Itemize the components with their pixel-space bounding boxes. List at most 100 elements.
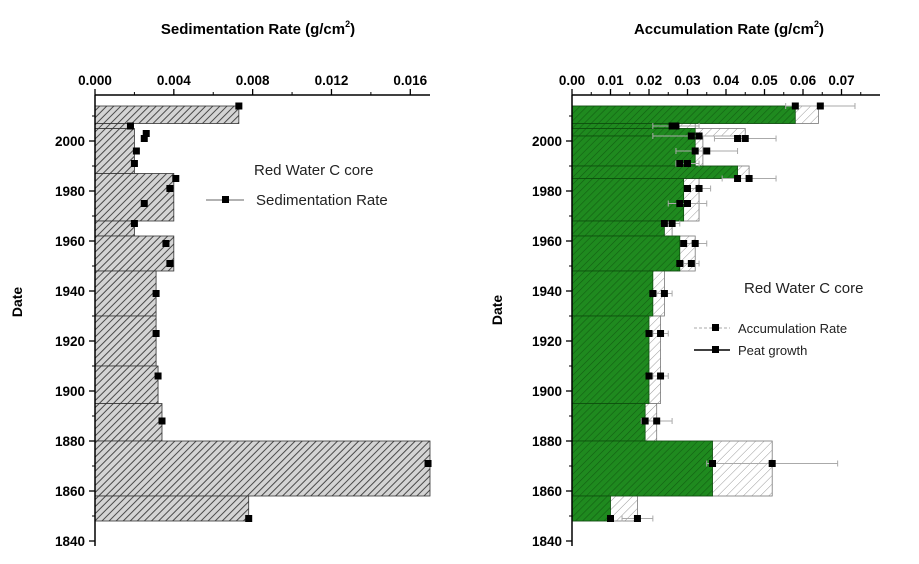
data-point-sedimentation-rate <box>162 240 170 247</box>
bar-sedimentation-rate <box>94 123 129 129</box>
bar-peat-growth <box>571 315 650 404</box>
data-point-accumulation-rate <box>687 260 695 267</box>
data-point-sedimentation-rate <box>152 330 160 337</box>
data-point-sedimentation-rate <box>424 460 432 467</box>
panel-sedimentation: Sedimentation Rate (g/cm2) Date 0.000 0.0… <box>9 19 432 549</box>
legend: Red Water C core Accumulation Rate Peat … <box>694 280 863 358</box>
y-tick-label: 1960 <box>55 234 85 249</box>
data-point-sedimentation-rate <box>132 147 140 155</box>
data-point-sedimentation-rate <box>140 135 148 142</box>
data-point-peat-growth <box>645 372 653 380</box>
x-tick-label: 0.03 <box>674 73 701 88</box>
legend-series-label: Accumulation Rate <box>738 321 847 336</box>
data-point-sedimentation-rate <box>130 220 138 227</box>
bar-peat-growth <box>571 440 713 497</box>
data-point-accumulation-rate <box>653 417 661 425</box>
bar-peat-growth <box>571 495 611 522</box>
data-point-peat-growth <box>676 260 684 267</box>
data-point-accumulation-rate <box>745 175 753 182</box>
data-point-accumulation-rate <box>695 132 703 140</box>
data-point-accumulation-rate <box>684 160 691 167</box>
x-tick-label: 0.008 <box>236 73 270 88</box>
y-tick-label: 1860 <box>55 484 85 499</box>
data-point-accumulation-rate <box>695 185 703 192</box>
data-point-sedimentation-rate <box>152 290 160 297</box>
x-tick-label: 0.07 <box>828 73 854 88</box>
x-tick-label: 0.000 <box>78 73 112 88</box>
data-point-accumulation-rate <box>660 290 668 297</box>
bar-sedimentation-rate <box>94 403 163 442</box>
y-tick-label: 1860 <box>532 484 562 499</box>
legend-title: Red Water C core <box>744 280 863 297</box>
bar-sedimentation-rate <box>94 495 250 522</box>
x-tick-label: 0.06 <box>790 73 817 88</box>
legend-marker <box>222 196 229 203</box>
data-point-accumulation-rate <box>703 147 711 155</box>
y-tick-label: 1900 <box>55 384 85 399</box>
data-point-peat-growth <box>607 515 614 522</box>
data-point-sedimentation-rate <box>140 200 148 207</box>
data-point-accumulation-rate <box>691 240 699 247</box>
legend-marker-peat <box>712 346 719 353</box>
data-point-sedimentation-rate <box>172 175 180 182</box>
chart-title: Accumulation Rate (g/cm2) <box>634 19 824 38</box>
bar-peat-growth <box>571 235 681 272</box>
data-point-peat-growth <box>734 175 742 182</box>
y-tick-label: 1980 <box>532 184 562 199</box>
legend-marker-accumulation <box>712 324 719 331</box>
data-point-sedimentation-rate <box>245 515 253 522</box>
y-tick-label: 1960 <box>532 234 562 249</box>
y-tick-label: 1980 <box>55 184 85 199</box>
legend-series-label: Sedimentation Rate <box>256 192 388 209</box>
bar-sedimentation-rate <box>94 365 159 404</box>
y-tick-label: 1920 <box>55 334 85 349</box>
bar-sedimentation-rate <box>94 173 175 222</box>
data-point-peat-growth <box>660 220 668 227</box>
data-point-peat-growth <box>791 102 799 110</box>
x-tick-label: 0.05 <box>751 73 778 88</box>
data-point-accumulation-rate <box>633 515 641 522</box>
y-tick-label: 2000 <box>532 134 562 149</box>
data-point-peat-growth <box>684 185 691 192</box>
bar-peat-growth <box>571 403 646 442</box>
y-axis-label: Date <box>9 287 25 318</box>
y-tick-label: 1900 <box>532 384 562 399</box>
bar-peat-growth <box>571 105 796 124</box>
data-point-peat-growth <box>676 200 684 207</box>
data-point-peat-growth <box>645 330 653 337</box>
data-point-accumulation-rate <box>684 200 691 207</box>
bar-peat-growth <box>571 128 696 137</box>
bar-sedimentation-rate <box>94 128 135 174</box>
y-tick-label: 1840 <box>55 534 85 549</box>
data-point-sedimentation-rate <box>235 102 243 110</box>
data-point-peat-growth <box>709 460 717 467</box>
data-point-sedimentation-rate <box>126 122 134 130</box>
bar-sedimentation-rate <box>94 235 175 272</box>
bar-peat-growth <box>571 270 654 317</box>
legend: Red Water C core Sedimentation Rate <box>206 162 388 209</box>
x-tick-label: 0.016 <box>393 73 427 88</box>
data-point-sedimentation-rate <box>158 417 166 425</box>
chart-title: Sedimentation Rate (g/cm2) <box>161 19 355 38</box>
x-tick-label: 0.02 <box>636 73 662 88</box>
data-point-peat-growth <box>734 135 742 142</box>
data-point-peat-growth <box>641 417 649 425</box>
y-tick-label: 2000 <box>55 134 85 149</box>
data-point-accumulation-rate <box>741 135 749 142</box>
data-point-accumulation-rate <box>672 122 680 130</box>
data-point-accumulation-rate <box>768 460 776 467</box>
bar-sedimentation-rate <box>94 270 157 317</box>
y-tick-label: 1940 <box>532 284 562 299</box>
x-tick-label: 0.012 <box>315 73 349 88</box>
y-tick-label: 1840 <box>532 534 562 549</box>
bar-sedimentation-rate <box>94 105 240 124</box>
data-point-sedimentation-rate <box>130 160 138 167</box>
data-point-sedimentation-rate <box>142 130 150 137</box>
y-tick-label: 1880 <box>532 434 562 449</box>
bar-sedimentation-rate <box>94 440 431 497</box>
legend-series-label: Peat growth <box>738 343 807 358</box>
data-point-peat-growth <box>687 132 695 140</box>
bar-sedimentation-rate <box>94 220 135 237</box>
y-tick-label: 1880 <box>55 434 85 449</box>
